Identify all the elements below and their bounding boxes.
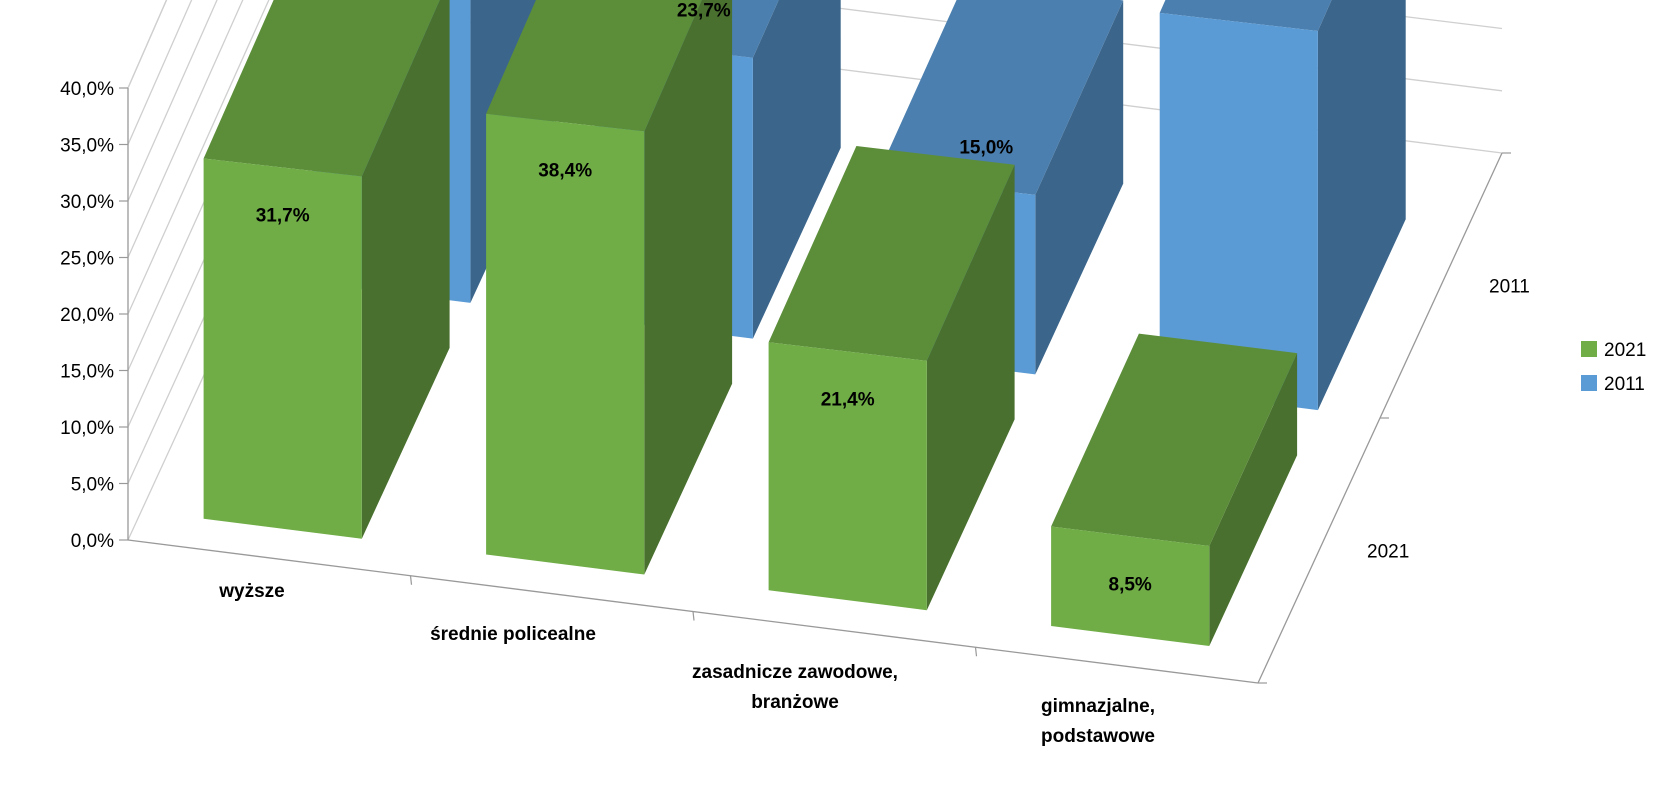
depth-tick-label: 2011	[1489, 277, 1530, 298]
gridline	[127, 0, 244, 258]
x-tick-label: średnie policealne	[430, 624, 596, 645]
bar	[486, 0, 733, 575]
gridline	[127, 0, 270, 315]
y-tick-label: 20,0%	[60, 305, 114, 326]
bar	[1159, 0, 1406, 411]
x-tick-label: gimnazjalne,	[1041, 696, 1155, 717]
bar-front	[1051, 526, 1210, 646]
bar	[768, 146, 1015, 611]
y-tick-label: 5,0%	[71, 475, 114, 496]
bar-top	[486, 0, 702, 132]
data-label: 15,0%	[959, 137, 1013, 158]
y-tick-label: 10,0%	[60, 418, 114, 439]
data-label: 21,4%	[821, 390, 875, 411]
data-label: 23,7%	[677, 1, 731, 22]
bar-front	[203, 158, 362, 539]
legend-label: 2011	[1604, 374, 1645, 395]
bar-top	[877, 0, 1124, 195]
data-labels: 29,9%23,7%15,0%31,4%31,7%38,4%21,4%8,5%	[256, 1, 1152, 596]
legend: 2021 2011	[1581, 340, 1646, 395]
bar-side	[752, 0, 841, 339]
y-tick-label: 25,0%	[60, 249, 114, 270]
bar	[203, 0, 450, 539]
bar-side	[926, 164, 1015, 611]
x-tick-label: zasadnicze zawodowe,	[692, 662, 898, 683]
bar-front	[768, 342, 927, 611]
data-label: 38,4%	[538, 161, 592, 182]
y-tick-label: 30,0%	[60, 192, 114, 213]
x-tick-label: branżowe	[751, 692, 839, 713]
data-label: 8,5%	[1109, 574, 1152, 595]
legend-swatch	[1581, 341, 1597, 357]
y-tick-label: 0,0%	[71, 531, 114, 552]
y-tick-label: 40,0%	[60, 79, 114, 100]
x-tick-mark	[974, 647, 978, 657]
bar-top	[1159, 0, 1332, 31]
bar	[1051, 333, 1298, 646]
bar-top	[1051, 333, 1298, 546]
x-tick-mark	[409, 575, 413, 585]
bar-side	[1317, 0, 1406, 411]
y-tick-label: 15,0%	[60, 362, 114, 383]
bar-side	[644, 0, 733, 575]
bars	[203, 0, 1406, 646]
legend-swatch	[1581, 375, 1597, 391]
data-label: 31,7%	[256, 206, 310, 227]
x-tick-mark	[692, 611, 695, 621]
legend-label: 2021	[1604, 340, 1646, 361]
bar-top	[768, 146, 1015, 361]
x-tick-label: podstawowe	[1041, 726, 1155, 747]
bar-side	[1035, 0, 1124, 375]
bar-side	[1209, 353, 1298, 646]
bar-front	[1159, 12, 1318, 411]
bar-front	[486, 113, 645, 575]
bar-top	[203, 0, 440, 177]
y-tick-label: 35,0%	[60, 136, 114, 157]
gridline	[127, 0, 218, 202]
depth-tick-label: 2021	[1367, 542, 1409, 563]
axes: 0,0% 5,0% 10,0% 15,0% 20,0% 25,0% 30,0% 35,0% 40…	[60, 79, 1530, 747]
bar-side	[361, 0, 450, 539]
x-tick-label: wyższe	[218, 581, 284, 602]
